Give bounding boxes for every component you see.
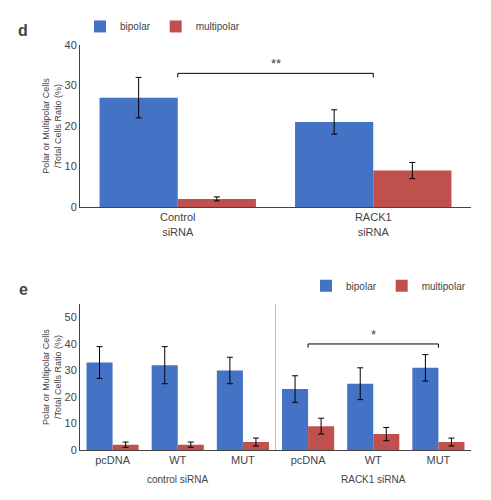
svg-text:Polar or Multipolar Cells/Tota: Polar or Multipolar Cells/Total Cells Ra… (41, 78, 63, 174)
svg-text:pcDNA: pcDNA (95, 454, 131, 466)
svg-text:RACK1siRNA: RACK1siRNA (355, 211, 392, 237)
svg-text:RACK1 siRNA: RACK1 siRNA (341, 474, 406, 485)
svg-text:20: 20 (65, 120, 77, 132)
svg-text:10: 10 (65, 417, 77, 429)
svg-text:**: ** (271, 56, 281, 71)
svg-text:40: 40 (65, 39, 77, 51)
svg-text:control siRNA: control siRNA (147, 474, 208, 485)
svg-text:bipolar: bipolar (346, 281, 377, 292)
svg-text:30: 30 (65, 79, 77, 91)
svg-text:Polar or Multipolar Cells/Tota: Polar or Multipolar Cells/Total Cells Ra… (41, 329, 63, 425)
svg-text:WT: WT (169, 454, 186, 466)
svg-text:0: 0 (71, 201, 77, 213)
svg-text:bipolar: bipolar (120, 21, 151, 32)
svg-text:MUT: MUT (231, 454, 255, 466)
svg-text:multipolar: multipolar (422, 281, 466, 292)
svg-text:50: 50 (65, 311, 77, 323)
svg-text:30: 30 (65, 364, 77, 376)
svg-text:MUT: MUT (427, 454, 451, 466)
svg-text:multipolar: multipolar (196, 21, 240, 32)
svg-text:d: d (18, 22, 28, 39)
svg-text:10: 10 (65, 160, 77, 172)
svg-text:0: 0 (71, 444, 77, 456)
svg-text:20: 20 (65, 391, 77, 403)
svg-text:ControlsiRNA: ControlsiRNA (160, 211, 195, 237)
svg-text:*: * (371, 327, 376, 342)
svg-text:40: 40 (65, 338, 77, 350)
svg-text:WT: WT (365, 454, 382, 466)
svg-text:e: e (19, 281, 28, 298)
svg-text:pcDNA: pcDNA (291, 454, 327, 466)
